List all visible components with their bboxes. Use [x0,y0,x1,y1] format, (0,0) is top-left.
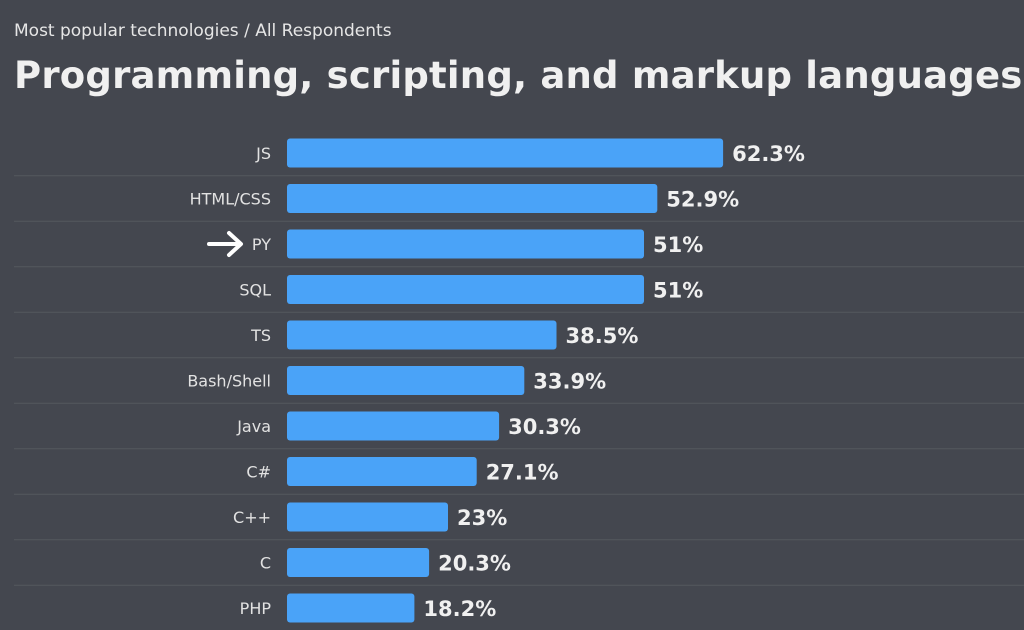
bar [287,138,724,168]
bar [287,593,415,623]
category-label: C# [246,463,271,482]
value-label: 38.5% [566,324,639,348]
bars [287,138,724,623]
bar [287,457,477,486]
category-labels: JS HTML/CSS PY SQL TS Bash/Shell Java C# C++ C PHP [187,144,271,618]
value-labels: 62.3% 52.9% 51% 51% 38.5% 33.9% 30.3% 27.1% 23% 2… [423,142,805,621]
value-label: 18.2% [423,597,496,621]
value-label: 20.3% [438,552,511,576]
right-arrow-icon [207,231,243,257]
value-label: 23% [457,506,507,530]
breadcrumb: Most popular technologies / All Responde… [14,21,392,41]
category-label: JS [255,144,271,163]
value-label: 27.1% [486,461,559,485]
category-label: SQL [239,281,271,300]
bar [287,502,448,532]
bar [287,275,644,304]
bar [287,184,658,213]
bar [287,548,430,577]
category-label: Bash/Shell [187,372,271,391]
value-label: 30.3% [508,415,581,439]
category-label: HTML/CSS [190,190,271,209]
bar [287,411,500,441]
bar [287,229,644,259]
page-title: Programming, scripting, and markup langu… [14,54,1023,97]
bar [287,320,557,350]
value-label: 62.3% [732,142,805,166]
value-label: 51% [653,233,703,257]
highlight-markers [207,231,243,257]
value-label: 33.9% [533,370,606,394]
category-label: PY [252,235,271,254]
bar [287,366,525,395]
category-label: PHP [240,599,272,618]
value-label: 51% [653,279,703,303]
category-label: TS [250,326,271,345]
category-label: C++ [233,508,271,527]
row-separators [14,175,1024,586]
category-label: Java [236,417,271,436]
category-label: C [260,554,271,573]
value-label: 52.9% [666,188,739,212]
